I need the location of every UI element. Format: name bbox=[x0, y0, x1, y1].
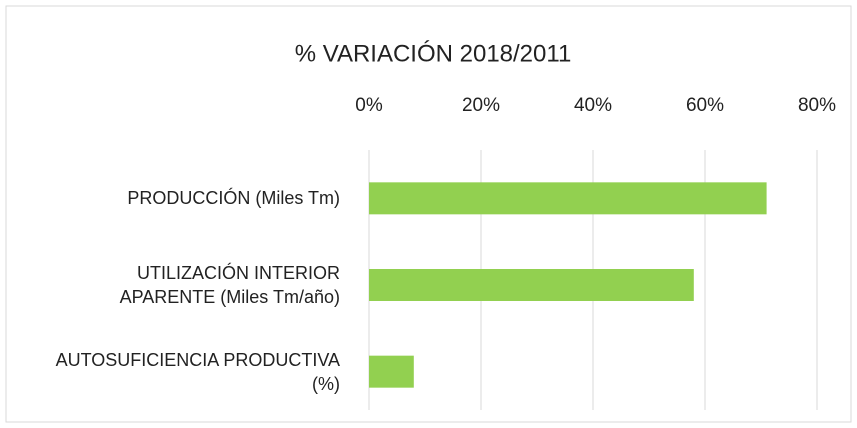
x-tick-label: 80% bbox=[798, 95, 836, 116]
y-tick-label: PRODUCCIÓN (Miles Tm) bbox=[127, 188, 340, 209]
x-tick-label: 0% bbox=[355, 95, 383, 116]
x-tick-label: 60% bbox=[686, 95, 724, 116]
x-tick-label: 40% bbox=[574, 95, 612, 116]
chart-title: % VARIACIÓN 2018/2011 bbox=[295, 40, 572, 67]
bar bbox=[369, 355, 414, 388]
bar bbox=[369, 182, 767, 215]
chart-frame bbox=[5, 5, 852, 423]
x-tick-label: 20% bbox=[462, 95, 500, 116]
bar bbox=[369, 269, 694, 301]
y-tick-label: UTILIZACIÓN INTERIOR APARENTE (Miles Tm/… bbox=[119, 263, 340, 307]
y-tick-label: AUTOSUFICIENCIA PRODUCTIVA (%) bbox=[55, 349, 340, 394]
